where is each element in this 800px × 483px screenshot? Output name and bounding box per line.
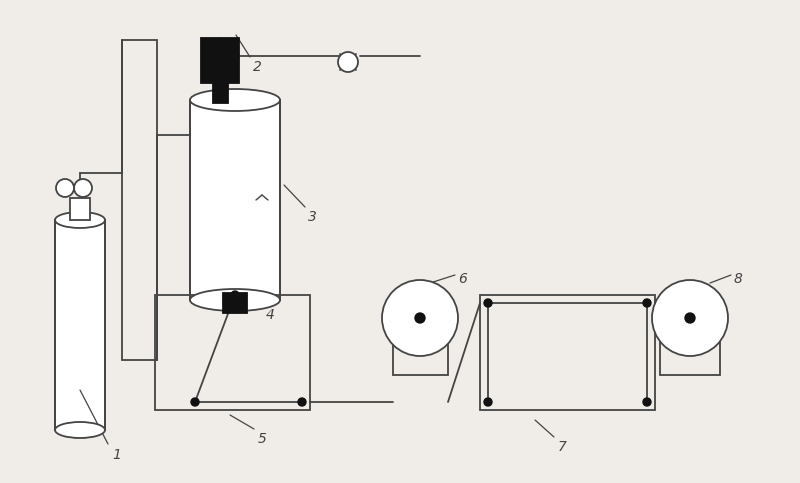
Text: 2: 2 xyxy=(253,60,262,74)
Bar xyxy=(55,220,105,430)
Ellipse shape xyxy=(56,179,74,197)
Ellipse shape xyxy=(382,280,458,356)
Text: 6: 6 xyxy=(458,272,467,286)
Text: 4: 4 xyxy=(266,308,275,322)
Circle shape xyxy=(685,313,695,323)
Bar xyxy=(660,295,720,375)
Ellipse shape xyxy=(190,289,280,311)
Bar xyxy=(213,83,227,103)
Text: 1: 1 xyxy=(112,448,121,462)
Text: 7: 7 xyxy=(558,440,567,454)
Bar xyxy=(190,100,280,300)
Bar xyxy=(201,38,239,83)
Text: 3: 3 xyxy=(308,210,317,224)
Bar xyxy=(70,198,90,220)
Circle shape xyxy=(643,299,651,307)
Bar xyxy=(480,295,655,410)
Circle shape xyxy=(415,313,425,323)
Bar xyxy=(223,293,247,313)
Text: 8: 8 xyxy=(734,272,743,286)
Ellipse shape xyxy=(652,280,728,356)
Bar xyxy=(122,40,157,360)
Ellipse shape xyxy=(338,52,358,72)
Text: 5: 5 xyxy=(258,432,267,446)
Circle shape xyxy=(484,398,492,406)
Circle shape xyxy=(298,398,306,406)
Ellipse shape xyxy=(74,179,92,197)
Circle shape xyxy=(484,299,492,307)
Circle shape xyxy=(231,291,239,299)
Ellipse shape xyxy=(190,89,280,111)
Bar xyxy=(393,295,448,375)
Bar xyxy=(155,295,310,410)
Ellipse shape xyxy=(55,212,105,228)
Circle shape xyxy=(643,398,651,406)
Circle shape xyxy=(191,398,199,406)
Ellipse shape xyxy=(55,422,105,438)
